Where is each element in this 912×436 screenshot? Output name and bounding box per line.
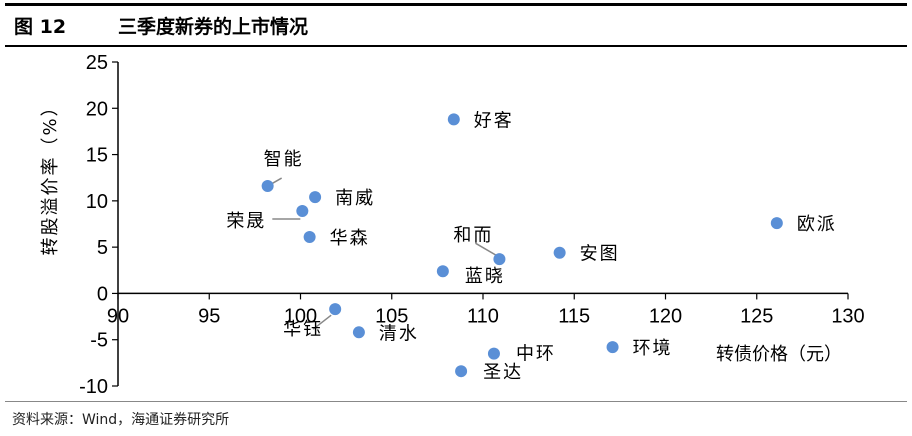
point-label: 中环 [516, 344, 556, 365]
x-tick-label: 130 [831, 305, 864, 327]
x-tick-label: 125 [740, 305, 773, 327]
data-point-10 [329, 303, 342, 316]
y-tick-label: -10 [79, 376, 108, 398]
data-points [261, 113, 783, 378]
leader-line [312, 314, 332, 330]
y-axis-title: 转股溢价率（%） [40, 96, 61, 255]
point-label: 荣晟 [226, 211, 266, 232]
point-label: 华森 [330, 228, 370, 249]
data-point-8 [493, 253, 506, 266]
data-point-14 [455, 365, 468, 378]
y-tick-label: 5 [97, 237, 108, 259]
point-label: 蓝晓 [465, 266, 505, 287]
point-label: 智能 [264, 149, 304, 170]
figure-number: 图 12 [14, 15, 67, 38]
x-tick-label: 100 [284, 305, 317, 327]
x-tick-label: 90 [107, 305, 129, 327]
point-label: 华钰 [283, 319, 323, 340]
x-tick-label: 95 [198, 305, 220, 327]
point-label: 环境 [633, 338, 673, 359]
y-tick-label: 25 [86, 52, 108, 74]
y-tick-label: 15 [86, 145, 108, 167]
data-point-9 [436, 265, 449, 278]
point-label: 欧派 [797, 214, 837, 235]
header-top-rule [5, 3, 907, 6]
data-point-7 [553, 246, 566, 259]
data-point-1 [447, 113, 460, 126]
data-point-3 [309, 191, 322, 204]
footer-rule [5, 401, 907, 402]
data-point-6 [770, 217, 783, 230]
y-tick-label: -5 [90, 330, 108, 352]
point-label: 圣达 [483, 362, 523, 383]
axes: -10 -5 0 5 10 15 20 25 90 95 100 105 110 115 120 125 130 [79, 52, 865, 398]
x-tick-label: 110 [467, 305, 499, 327]
y-tick-label: 0 [97, 283, 108, 305]
data-point-2 [261, 180, 274, 193]
point-label: 好客 [474, 110, 514, 131]
point-label: 和而 [453, 225, 493, 246]
point-label: 安图 [580, 244, 620, 265]
data-point-11 [352, 326, 365, 339]
figure-header: 图 12 三季度新券的上市情况 [14, 10, 308, 40]
y-tick-label: 10 [86, 191, 108, 213]
figure-title: 三季度新券的上市情况 [118, 15, 309, 38]
point-label: 清水 [379, 323, 419, 344]
data-point-13 [606, 341, 619, 354]
data-point-5 [303, 230, 316, 243]
data-point-12 [487, 347, 500, 360]
x-tick-label: 105 [375, 305, 408, 327]
header-bottom-rule [5, 45, 907, 47]
point-label: 南威 [335, 188, 375, 209]
data-point-4 [296, 205, 309, 218]
x-tick-label: 120 [649, 305, 682, 327]
y-tick-label: 20 [86, 98, 108, 120]
source-note: 资料来源：Wind，海通证券研究所 [12, 412, 230, 428]
x-tick-label: 115 [558, 305, 590, 327]
x-axis-title: 转债价格（元） [716, 344, 842, 365]
